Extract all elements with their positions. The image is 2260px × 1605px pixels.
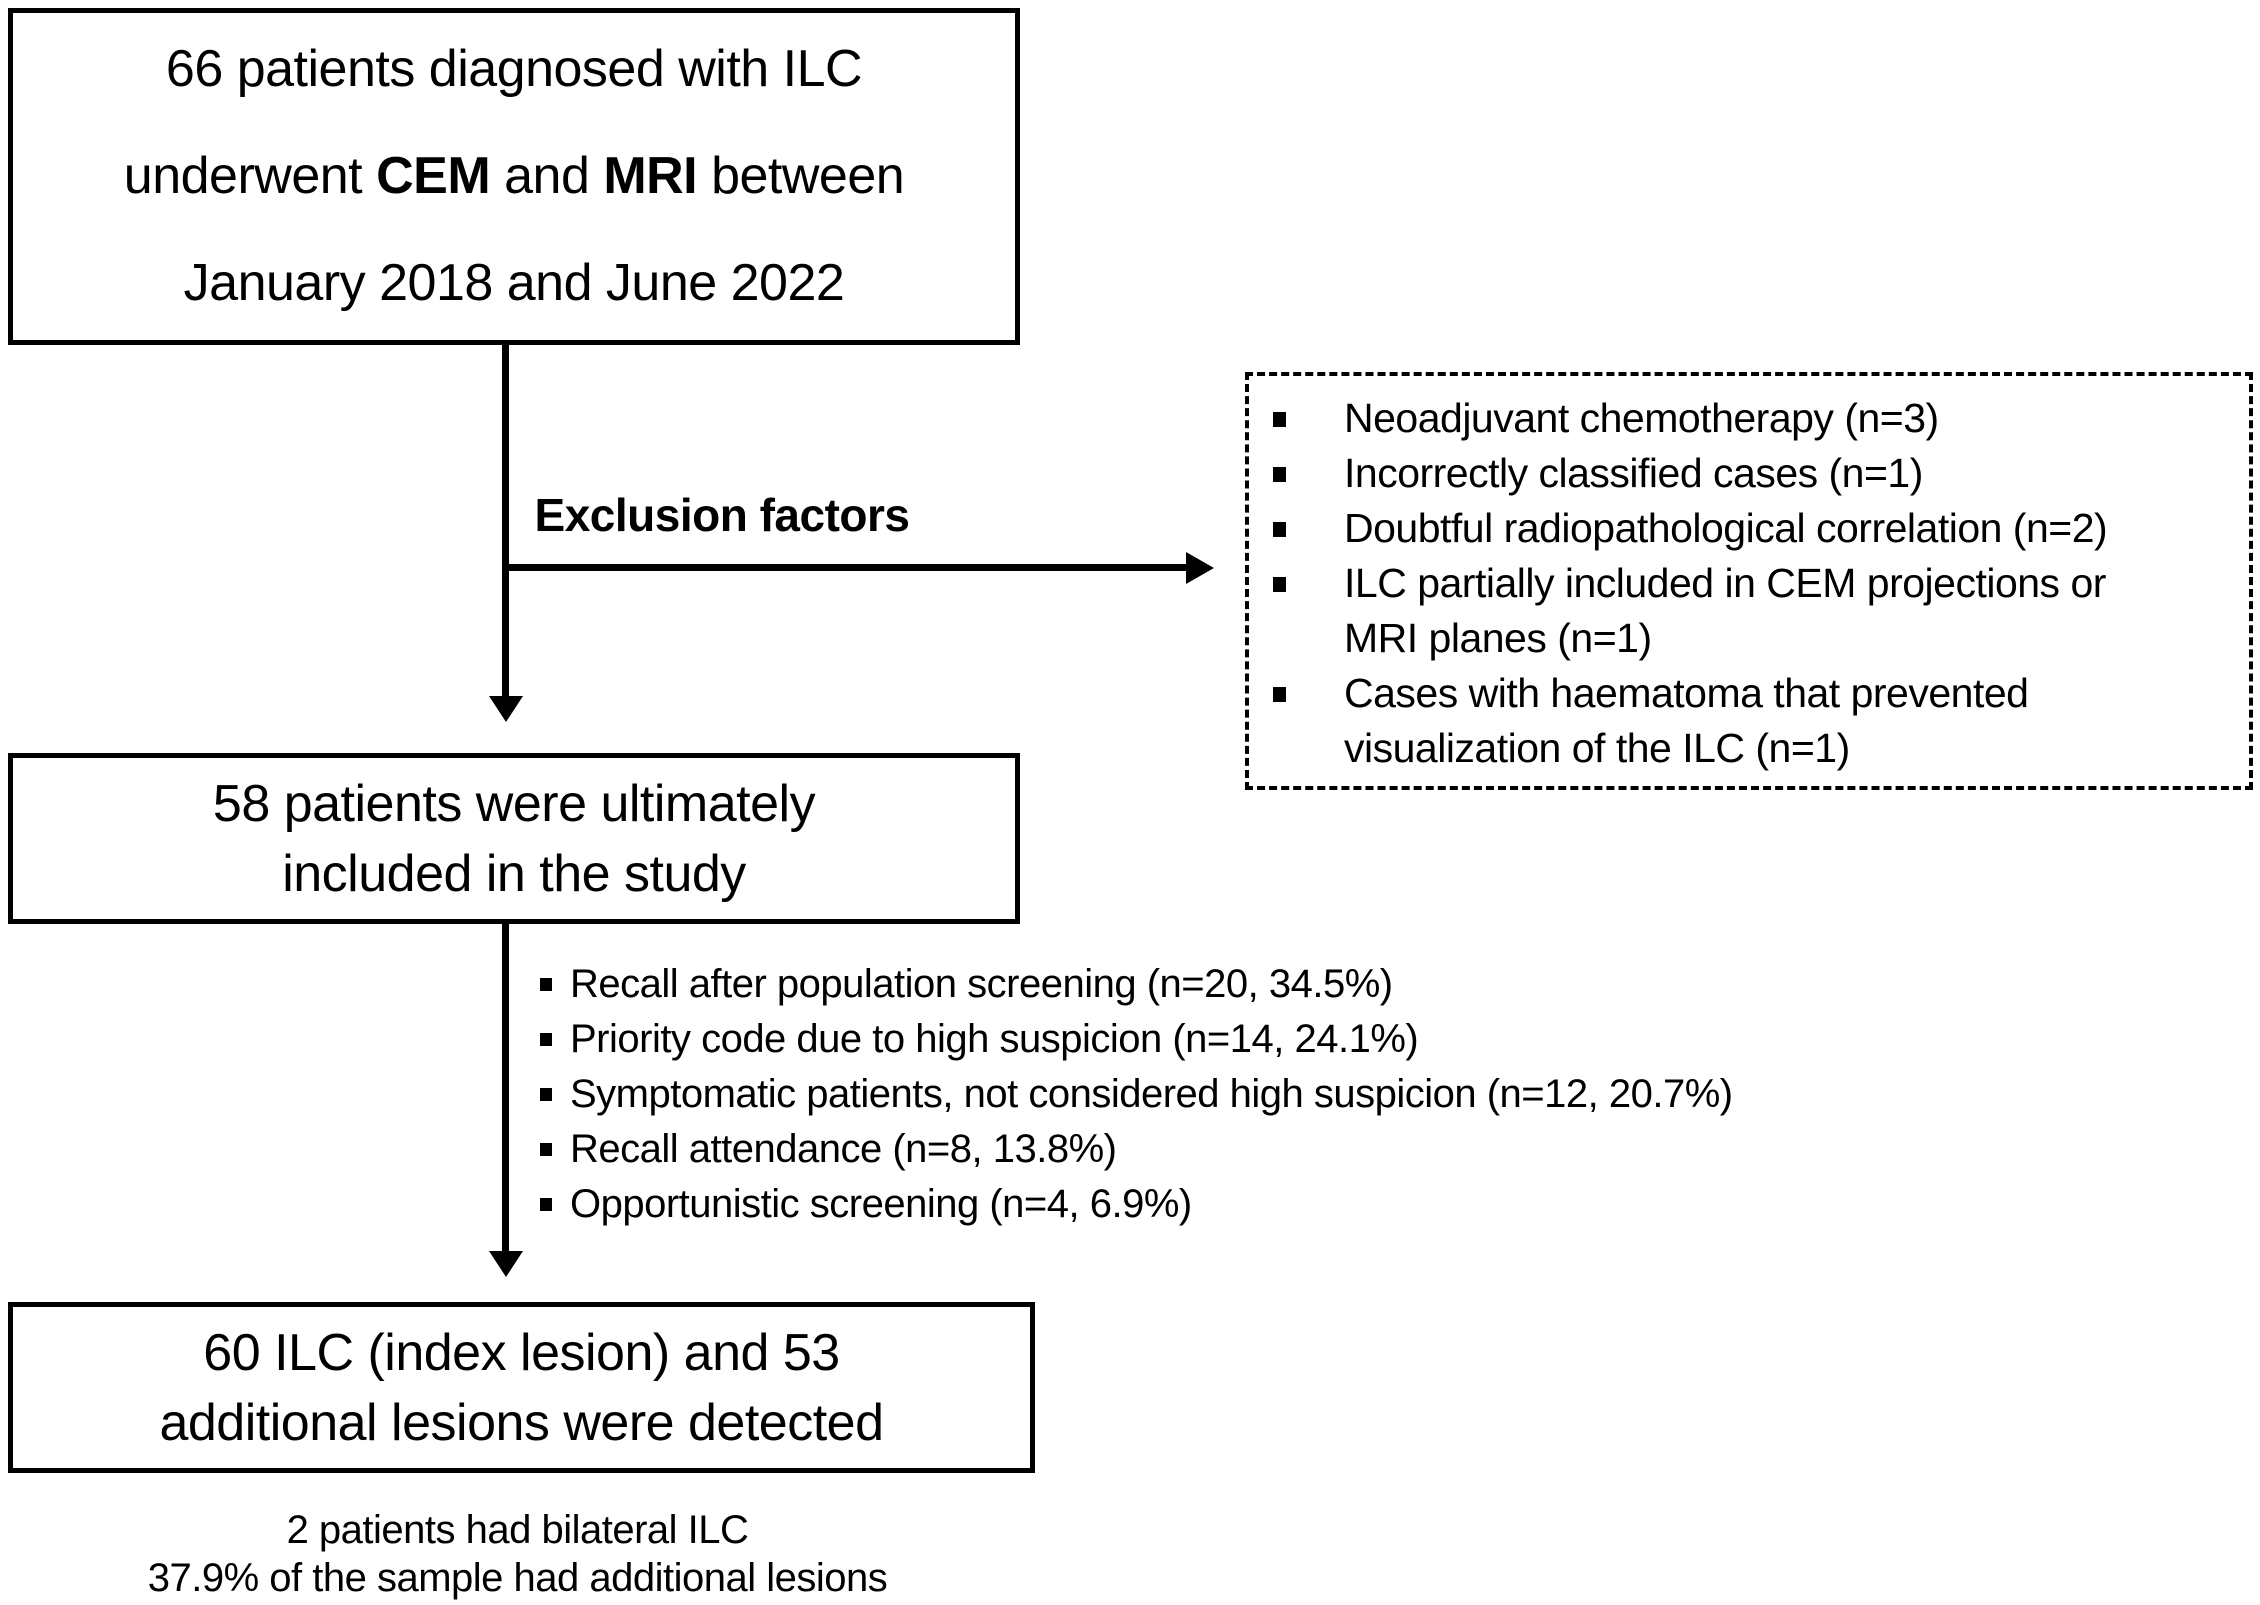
exclusion-item-text: Cases with haematoma that prevented visu… — [1344, 666, 2239, 776]
detected-line1: 60 ILC (index lesion) and 53 — [203, 1323, 840, 1382]
bullet-icon — [540, 1143, 552, 1156]
exclusion-item-text: Doubtful radiopathological correlation (… — [1344, 505, 2108, 551]
list-item: Opportunistic screening (n=4, 6.9%) — [540, 1177, 1733, 1232]
bullet-icon — [540, 1198, 552, 1211]
exclusion-item-line2: MRI planes (n=1) — [1344, 615, 1652, 661]
mri-label: MRI — [603, 147, 698, 205]
bullet-icon — [1273, 577, 1286, 592]
down-arrow-1-shaft — [502, 344, 509, 698]
exclusion-box: Neoadjuvant chemotherapy (n=3) Incorrect… — [1245, 372, 2253, 790]
exclusion-item: Cases with haematoma that prevented visu… — [1273, 666, 2239, 776]
exclusion-item-text: ILC partially included in CEM projection… — [1344, 556, 2239, 666]
enrollment-line2: underwent CEM and MRI between — [123, 123, 905, 230]
bullet-icon — [1273, 467, 1286, 482]
list-item: Recall after population screening (n=20,… — [540, 957, 1733, 1012]
exclusion-item-text: Incorrectly classified cases (n=1) — [1344, 450, 1923, 496]
exclusion-item: Doubtful radiopathological correlation (… — [1273, 501, 2239, 556]
detected-box: 60 ILC (index lesion) and 53 additional … — [8, 1302, 1035, 1473]
list-item-text: Recall attendance (n=8, 13.8%) — [570, 1127, 1117, 1171]
included-line1: 58 patients were ultimately — [212, 774, 816, 833]
exclusion-item-text: Neoadjuvant chemotherapy (n=3) — [1344, 395, 1939, 441]
down-arrow-2-head — [489, 1251, 523, 1277]
included-box: 58 patients were ultimately included in … — [8, 753, 1020, 924]
referral-route-list: Recall after population screening (n=20,… — [540, 957, 1733, 1232]
bullet-icon — [540, 1033, 552, 1046]
bullet-icon — [1273, 412, 1286, 427]
included-line2: included in the study — [282, 844, 746, 903]
bullet-icon — [1273, 522, 1286, 537]
detected-line2: additional lesions were detected — [159, 1393, 884, 1452]
list-item: Recall attendance (n=8, 13.8%) — [540, 1122, 1733, 1177]
list-item-text: Recall after population screening (n=20,… — [570, 962, 1393, 1006]
bullet-icon — [540, 978, 552, 991]
enrollment-line2-post: between — [697, 147, 905, 205]
list-item: Symptomatic patients, not considered hig… — [540, 1067, 1733, 1122]
down-arrow-1-head — [489, 696, 523, 722]
bullet-icon — [1273, 687, 1286, 702]
exclusion-item: Neoadjuvant chemotherapy (n=3) — [1273, 391, 2239, 446]
exclusion-item: ILC partially included in CEM projection… — [1273, 556, 2239, 666]
exclusion-arrow-head — [1186, 552, 1214, 584]
down-arrow-2-shaft — [502, 923, 509, 1252]
exclusion-item-line1: ILC partially included in CEM projection… — [1344, 560, 2106, 606]
exclusion-factors-label: Exclusion factors — [534, 489, 910, 541]
exclusion-item-line2: visualization of the ILC (n=1) — [1344, 725, 1850, 771]
footnote-line1: 2 patients had bilateral ILC — [286, 1508, 749, 1552]
enrollment-line2-pre: underwent — [123, 147, 377, 205]
list-item-text: Priority code due to high suspicion (n=1… — [570, 1017, 1419, 1061]
list-item-text: Opportunistic screening (n=4, 6.9%) — [570, 1182, 1192, 1226]
footnote-line2: 37.9% of the sample had additional lesio… — [147, 1556, 888, 1600]
exclusion-item: Incorrectly classified cases (n=1) — [1273, 446, 2239, 501]
exclusion-item-line1: Cases with haematoma that prevented — [1344, 670, 2029, 716]
list-item: Priority code due to high suspicion (n=1… — [540, 1012, 1733, 1067]
enrollment-line1: 66 patients diagnosed with ILC — [165, 40, 863, 98]
footnote: 2 patients had bilateral ILC 37.9% of th… — [0, 1506, 1035, 1602]
enrollment-line3: January 2018 and June 2022 — [183, 254, 845, 312]
cem-label: CEM — [376, 147, 491, 205]
exclusion-arrow-shaft — [505, 564, 1187, 571]
enrollment-line2-mid: and — [490, 147, 604, 205]
enrollment-box: 66 patients diagnosed with ILC underwent… — [8, 8, 1020, 345]
bullet-icon — [540, 1088, 552, 1101]
list-item-text: Symptomatic patients, not considered hig… — [570, 1072, 1733, 1116]
